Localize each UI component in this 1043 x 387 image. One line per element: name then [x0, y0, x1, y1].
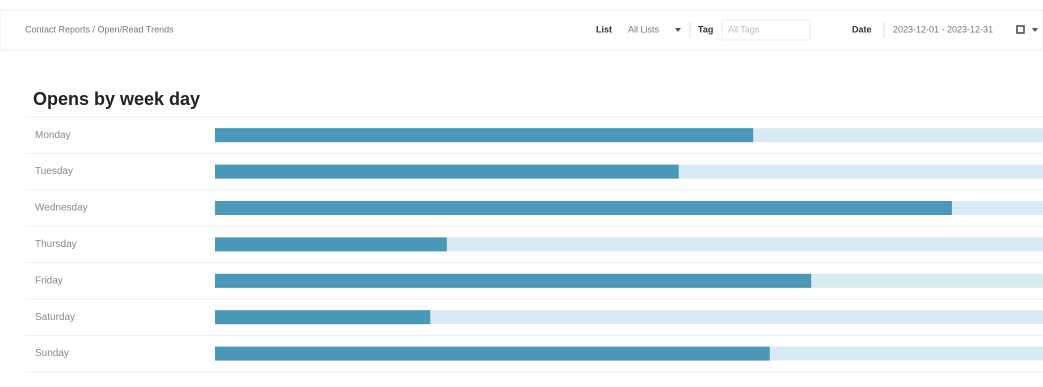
filter-label: List — [596, 24, 612, 34]
row-label: Monday — [35, 130, 71, 141]
row-label: Tuesday — [35, 166, 73, 177]
bar — [215, 237, 447, 252]
row-label: Sunday — [35, 348, 69, 359]
chart-title: Opens by week day — [33, 89, 200, 109]
bar — [215, 201, 952, 215]
bar — [215, 273, 812, 288]
row-label: Thursday — [35, 239, 77, 250]
row-label: Saturday — [35, 312, 75, 323]
breadcrumb[interactable]: Contact Reports / Open/Read Trends — [25, 24, 174, 34]
tag-placeholder: All Tags — [728, 24, 760, 34]
row-label: Wednesday — [35, 203, 88, 214]
filter-label: Date — [852, 24, 872, 34]
bar — [215, 164, 679, 179]
calendar-icon[interactable] — [1016, 25, 1025, 34]
bar — [215, 128, 754, 143]
list-select[interactable]: All Lists — [628, 24, 660, 34]
date-range[interactable]: 2023-12-01 - 2023-12-31 — [893, 24, 993, 34]
filter-label: Tag — [698, 24, 713, 34]
caret[interactable] — [1032, 28, 1038, 32]
row-label: Friday — [35, 275, 63, 286]
bar — [215, 346, 770, 361]
tag-input[interactable] — [721, 19, 811, 41]
caret[interactable] — [675, 28, 681, 32]
top-bar — [0, 9, 1043, 51]
bar — [215, 310, 431, 325]
